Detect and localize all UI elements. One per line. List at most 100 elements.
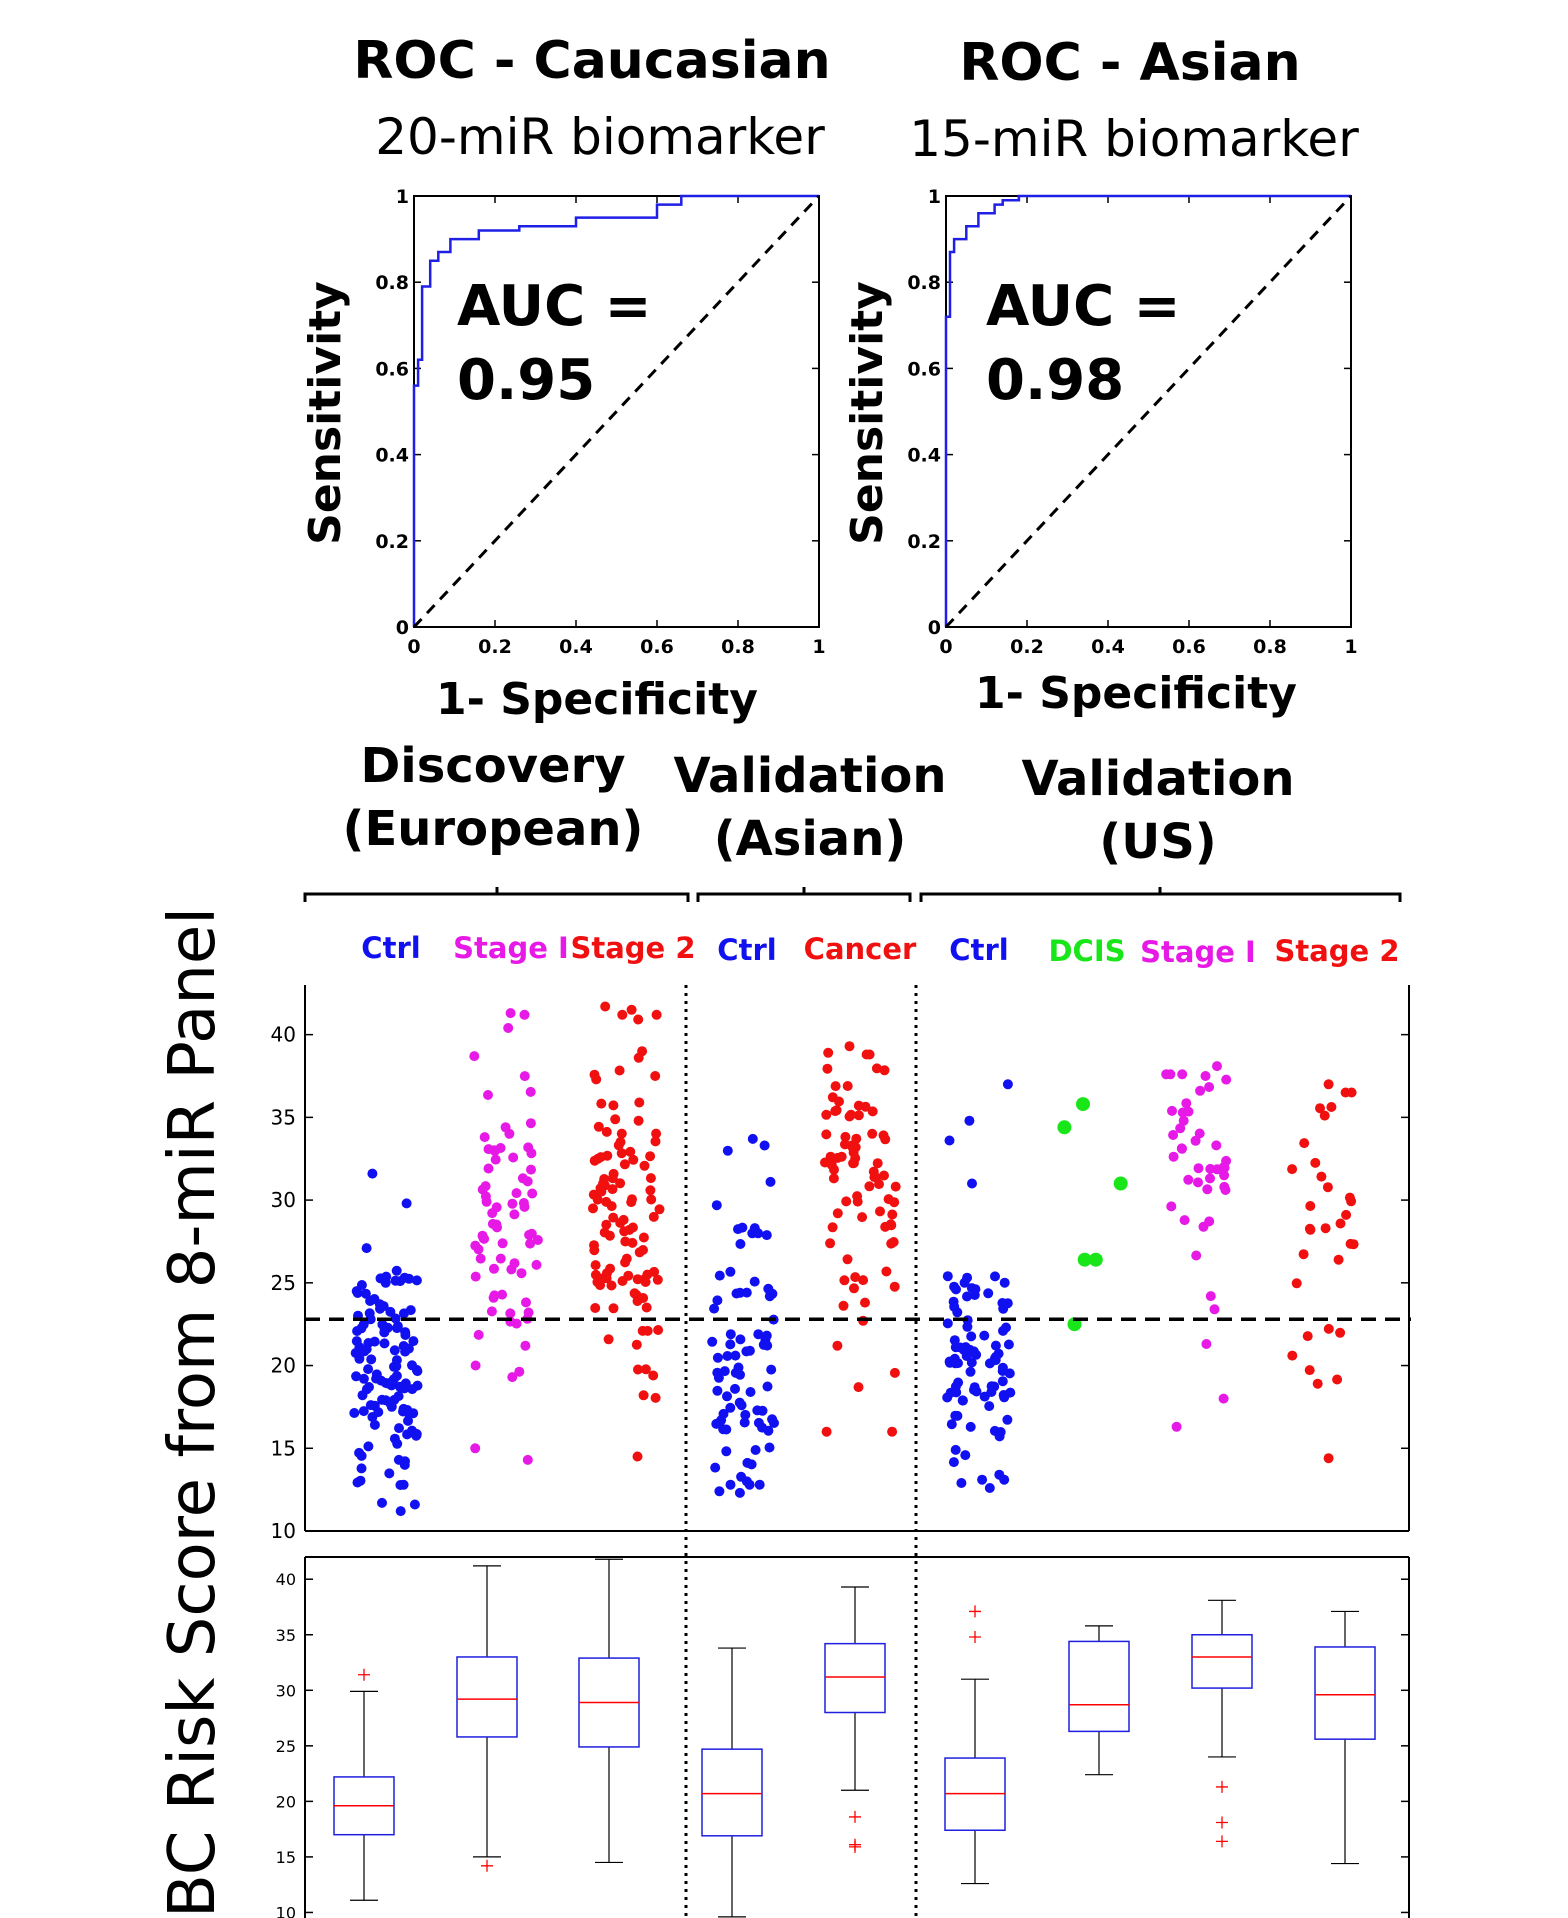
data-point [846,1109,856,1120]
data-point [1348,1239,1359,1250]
x-tick-label: 0.8 [1253,636,1287,658]
data-point [733,1224,743,1235]
roc-asian-auc-label: AUC = [986,274,1181,339]
data-point [407,1360,417,1371]
data-point [739,1417,750,1428]
y-tick-label: 0.6 [907,358,941,380]
data-point [821,1129,832,1140]
data-point [525,1086,536,1097]
data-point [857,1212,868,1223]
data-point [730,1383,740,1394]
y-tick-label: 0.4 [907,445,941,467]
data-point [722,1391,732,1402]
data-point [769,1418,779,1428]
data-point [1205,1173,1215,1184]
data-point [707,1336,718,1347]
data-point [1191,1250,1202,1261]
data-point [519,1071,530,1082]
data-point [965,1366,976,1377]
data-point [479,1233,490,1244]
box-outlier [1216,1816,1228,1829]
data-point [889,1197,900,1208]
x-tick-label: 0.6 [640,636,674,658]
data-point [375,1273,386,1284]
data-point [747,1133,758,1144]
roc-asian-auc-value: 0.98 [986,348,1124,413]
data-point [1202,1184,1213,1195]
data-point [735,1239,746,1249]
data-point [1194,1128,1205,1139]
group-headers: Discovery (European) Validation (Asian) … [303,738,1402,902]
data-point [519,1201,530,1212]
bracket-discovery [303,887,690,902]
data-point [395,1480,406,1490]
data-point [599,1174,610,1184]
box-outlier [481,1859,493,1872]
data-point [853,1110,864,1121]
data-point [617,1276,628,1286]
data-point [828,1173,839,1184]
data-point [888,1237,899,1247]
y-tick-label: 0.2 [375,531,409,553]
data-point [475,1253,486,1264]
data-point [601,1126,612,1137]
data-point [527,1188,538,1199]
data-point [352,1288,363,1298]
box-outlier [849,1810,861,1823]
data-point [363,1364,374,1375]
x-tick-label: 0 [407,636,420,658]
data-point [1323,1079,1334,1090]
data-point [507,1198,518,1209]
data-point [645,1151,656,1162]
risk-score-ylabel: BC Risk Score from 8-miR Panel [156,907,230,1918]
data-point [648,1211,659,1222]
data-point [983,1288,994,1299]
data-point [867,1106,878,1117]
roc-caucasian-auc-label: AUC = [457,274,652,339]
category-label: Stage 2 [570,931,695,965]
data-point [1205,1163,1216,1174]
data-point [716,1415,727,1426]
data-point [386,1401,397,1412]
data-point [761,1230,772,1241]
y-tick-label: 25 [271,1271,296,1295]
y-tick-label: 1 [928,186,941,208]
data-point [469,1051,480,1062]
data-point [734,1487,745,1498]
data-point [997,1376,1008,1387]
y-tick-label: 1 [396,186,409,208]
data-point [1077,1252,1092,1267]
data-point [1183,1106,1194,1117]
data-point [633,1364,643,1375]
data-point [633,1115,644,1126]
data-point [629,1288,640,1299]
data-point [1179,1215,1190,1226]
y-tick-label: 10 [271,1519,296,1543]
data-point [610,1114,621,1125]
data-point [389,1345,400,1356]
data-point [964,1115,975,1126]
data-point [526,1164,536,1175]
data-point [601,1196,612,1207]
data-point [885,1219,896,1230]
data-point [634,1247,645,1258]
data-point [590,1269,601,1280]
data-point [522,1454,533,1465]
data-point [735,1369,745,1380]
data-point [503,1023,514,1033]
data-point [867,1128,878,1139]
data-point [361,1243,372,1254]
data-point [358,1406,369,1417]
data-point [486,1306,497,1317]
data-point [617,1009,628,1020]
box-iqr [1191,1634,1253,1689]
data-point [984,1401,995,1412]
data-point [1195,1085,1206,1096]
data-point [853,1382,864,1393]
roc-curve-line [944,194,1351,627]
bracket-validation-asian [696,887,912,902]
y-tick-label: 0.2 [907,531,941,553]
data-point [987,1381,998,1392]
data-point [497,1289,508,1300]
data-point [827,1222,838,1233]
